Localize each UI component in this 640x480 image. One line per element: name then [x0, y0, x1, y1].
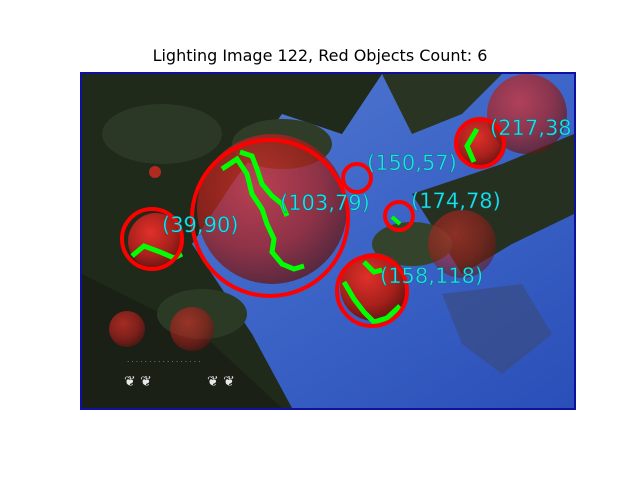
detection-label: (39,90) [162, 213, 239, 237]
detection-circle [454, 117, 506, 169]
apple [487, 74, 567, 154]
apple [170, 307, 214, 351]
watermark-text: · · · · · · · · · · · · · · · · · [127, 358, 200, 366]
watermark-bird-icon: ❦ ❦ [124, 374, 152, 390]
leaf-cluster [102, 104, 222, 164]
figure-title: Lighting Image 122, Red Objects Count: 6 [152, 46, 488, 65]
image-frame: ❦ ❦ ❦ ❦ · · · · · · · · · · · · · · · · … [80, 72, 576, 410]
detection-label: (174,78) [411, 189, 501, 213]
foliage-top [382, 74, 502, 134]
contour-174-78 [390, 215, 402, 226]
detection-label: (150,57) [367, 151, 457, 175]
detection-circle [383, 200, 415, 232]
detection-circle [335, 254, 409, 328]
detection-circle [120, 207, 184, 271]
detection-label: (103,79) [280, 191, 370, 215]
contour-158-118-top [362, 260, 383, 275]
apple [197, 134, 347, 284]
apple [428, 210, 496, 278]
detection-label: (158,118) [380, 264, 483, 288]
apple [109, 311, 145, 347]
sky-patch [442, 284, 552, 374]
contour-103-79-inner [239, 149, 290, 217]
watermark-bird-icon: ❦ ❦ [207, 374, 235, 390]
contour-217-38 [464, 127, 480, 164]
photo-canvas: ❦ ❦ ❦ ❦ · · · · · · · · · · · · · · · · … [82, 74, 574, 408]
apple [149, 166, 161, 178]
contour-158-118 [341, 280, 402, 325]
detection-circle [341, 162, 373, 194]
detection-label: (217,38 [490, 116, 572, 140]
detection-circle [190, 138, 350, 298]
contour-103-79 [220, 155, 305, 272]
